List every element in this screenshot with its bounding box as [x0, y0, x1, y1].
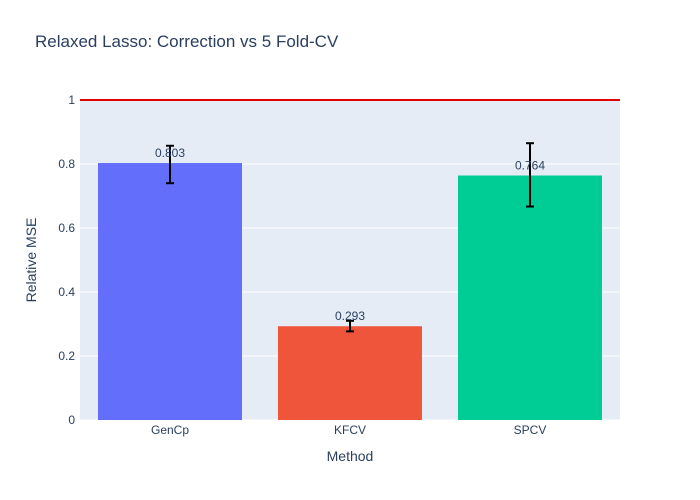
y-tick-label: 0.8 [58, 157, 75, 171]
data-label: 0.803 [155, 146, 185, 160]
bar-kfcv [278, 326, 422, 420]
x-tick-label: KFCV [334, 423, 366, 437]
y-tick-label: 0.4 [58, 285, 75, 299]
chart-title: Relaxed Lasso: Correction vs 5 Fold-CV [35, 32, 339, 51]
x-tick-label: SPCV [514, 423, 547, 437]
y-axis-title: Relative MSE [23, 218, 39, 303]
y-tick-label: 0.2 [58, 349, 75, 363]
y-tick-label: 1 [68, 93, 75, 107]
data-label: 0.293 [335, 309, 365, 323]
bar-spcv [458, 175, 602, 420]
x-tick-label: GenCp [151, 423, 189, 437]
bar-gencp [98, 163, 242, 421]
y-tick-label: 0 [68, 413, 75, 427]
y-tick-label: 0.6 [58, 221, 75, 235]
data-label: 0.764 [515, 159, 545, 173]
x-axis-title: Method [327, 448, 374, 464]
